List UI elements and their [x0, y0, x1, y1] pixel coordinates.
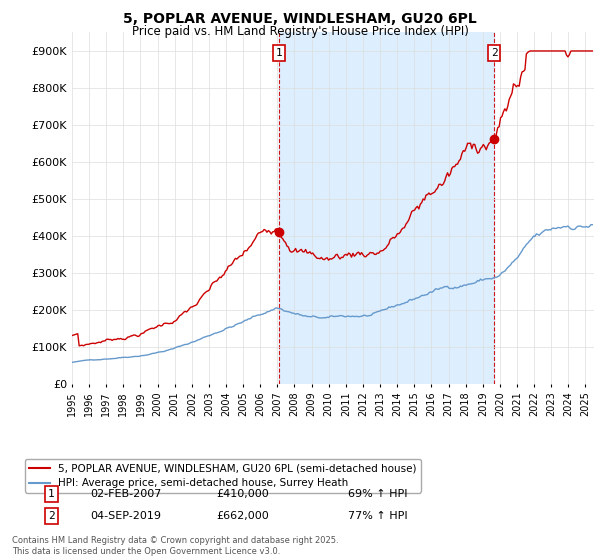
Text: 1: 1 [48, 489, 55, 499]
Bar [279, 32, 494, 384]
Legend: 5, POPLAR AVENUE, WINDLESHAM, GU20 6PL (semi-detached house), HPI: Average price: 5, POPLAR AVENUE, WINDLESHAM, GU20 6PL (… [25, 459, 421, 493]
Text: 02-FEB-2007: 02-FEB-2007 [90, 489, 161, 499]
Text: 5, POPLAR AVENUE, WINDLESHAM, GU20 6PL: 5, POPLAR AVENUE, WINDLESHAM, GU20 6PL [123, 12, 477, 26]
Text: Contains HM Land Registry data © Crown copyright and database right 2025.
This d: Contains HM Land Registry data © Crown c… [12, 536, 338, 556]
Text: 77% ↑ HPI: 77% ↑ HPI [348, 511, 407, 521]
Text: 2: 2 [48, 511, 55, 521]
Text: 69% ↑ HPI: 69% ↑ HPI [348, 489, 407, 499]
Text: 2: 2 [491, 48, 497, 58]
Text: £662,000: £662,000 [216, 511, 269, 521]
Text: 1: 1 [275, 48, 282, 58]
Text: £410,000: £410,000 [216, 489, 269, 499]
Text: Price paid vs. HM Land Registry's House Price Index (HPI): Price paid vs. HM Land Registry's House … [131, 25, 469, 38]
Text: 04-SEP-2019: 04-SEP-2019 [90, 511, 161, 521]
